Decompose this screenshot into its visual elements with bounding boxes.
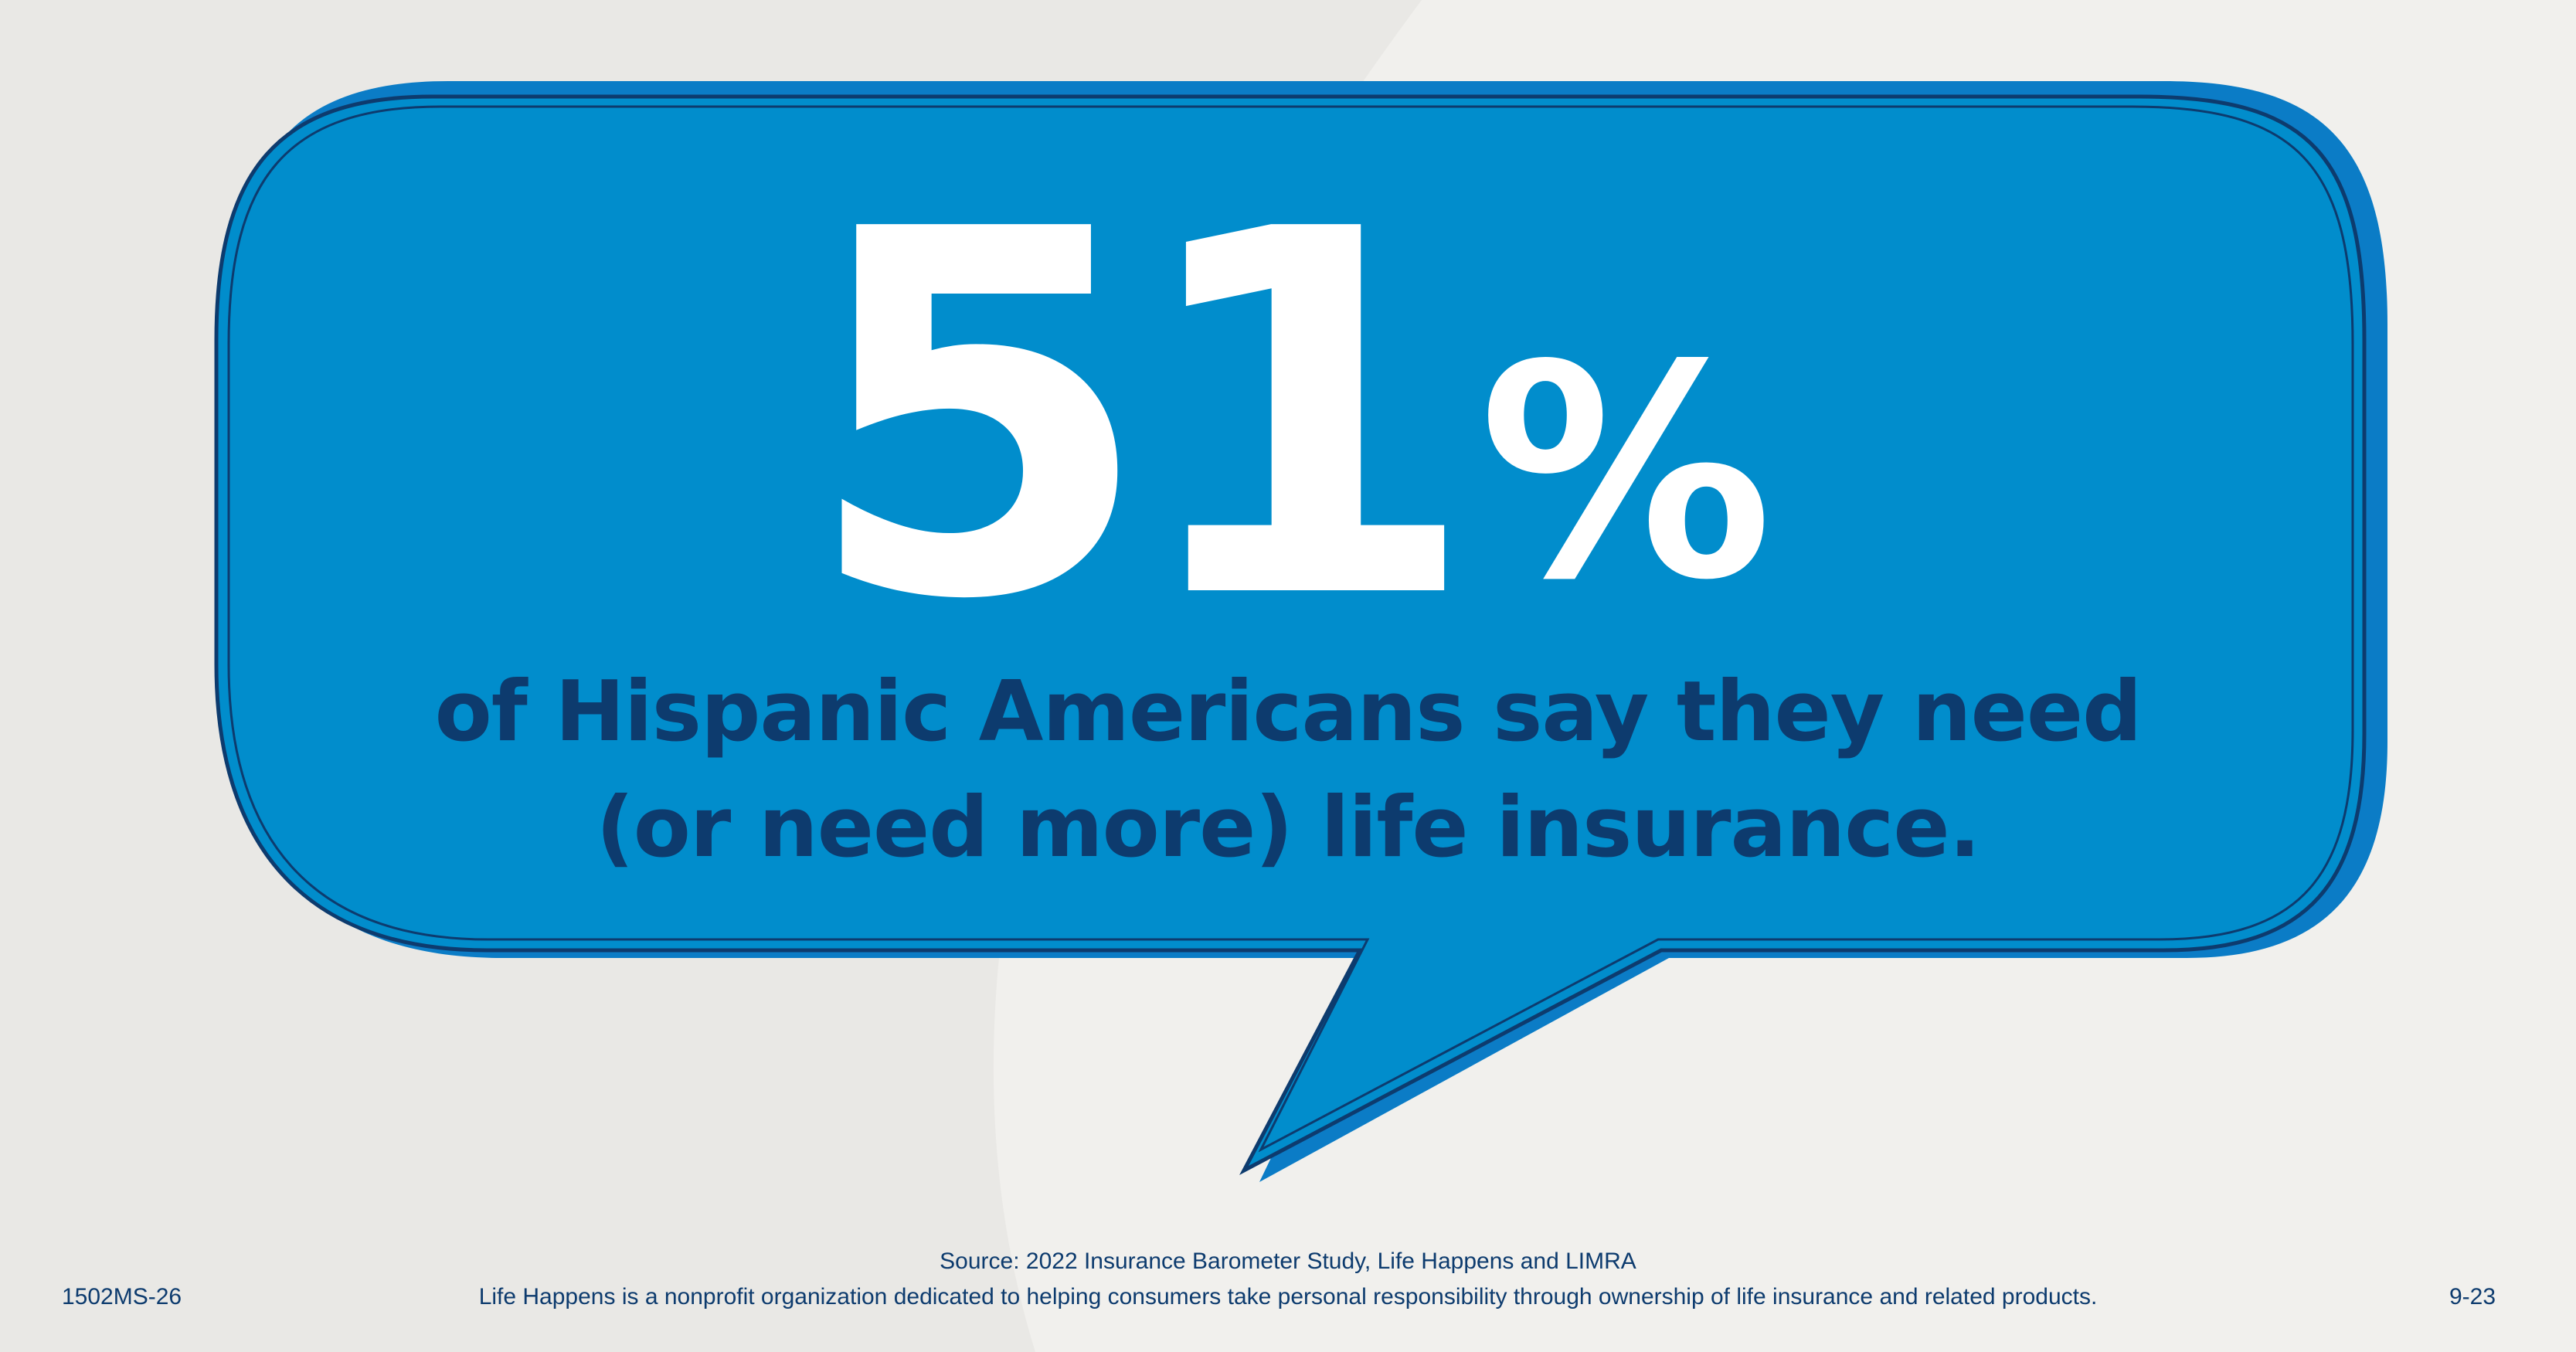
organization-description: Life Happens is a nonprofit organization… xyxy=(478,1284,2098,1310)
speech-bubble-body xyxy=(214,94,2367,1175)
stat-value: 51% xyxy=(0,166,2576,668)
source-citation: Source: 2022 Insurance Barometer Study, … xyxy=(940,1248,1636,1274)
stat-percent-sign: % xyxy=(1478,302,1773,644)
headline-line-1: of Hispanic Americans say they need xyxy=(434,664,2143,760)
stat-number: 51 xyxy=(803,125,1479,709)
document-date-code: 9-23 xyxy=(2449,1284,2496,1310)
headline-line-2: (or need more) life insurance. xyxy=(596,780,1980,876)
document-code: 1502MS-26 xyxy=(62,1284,182,1310)
speech-bubble-inner-outline xyxy=(227,105,2354,1153)
